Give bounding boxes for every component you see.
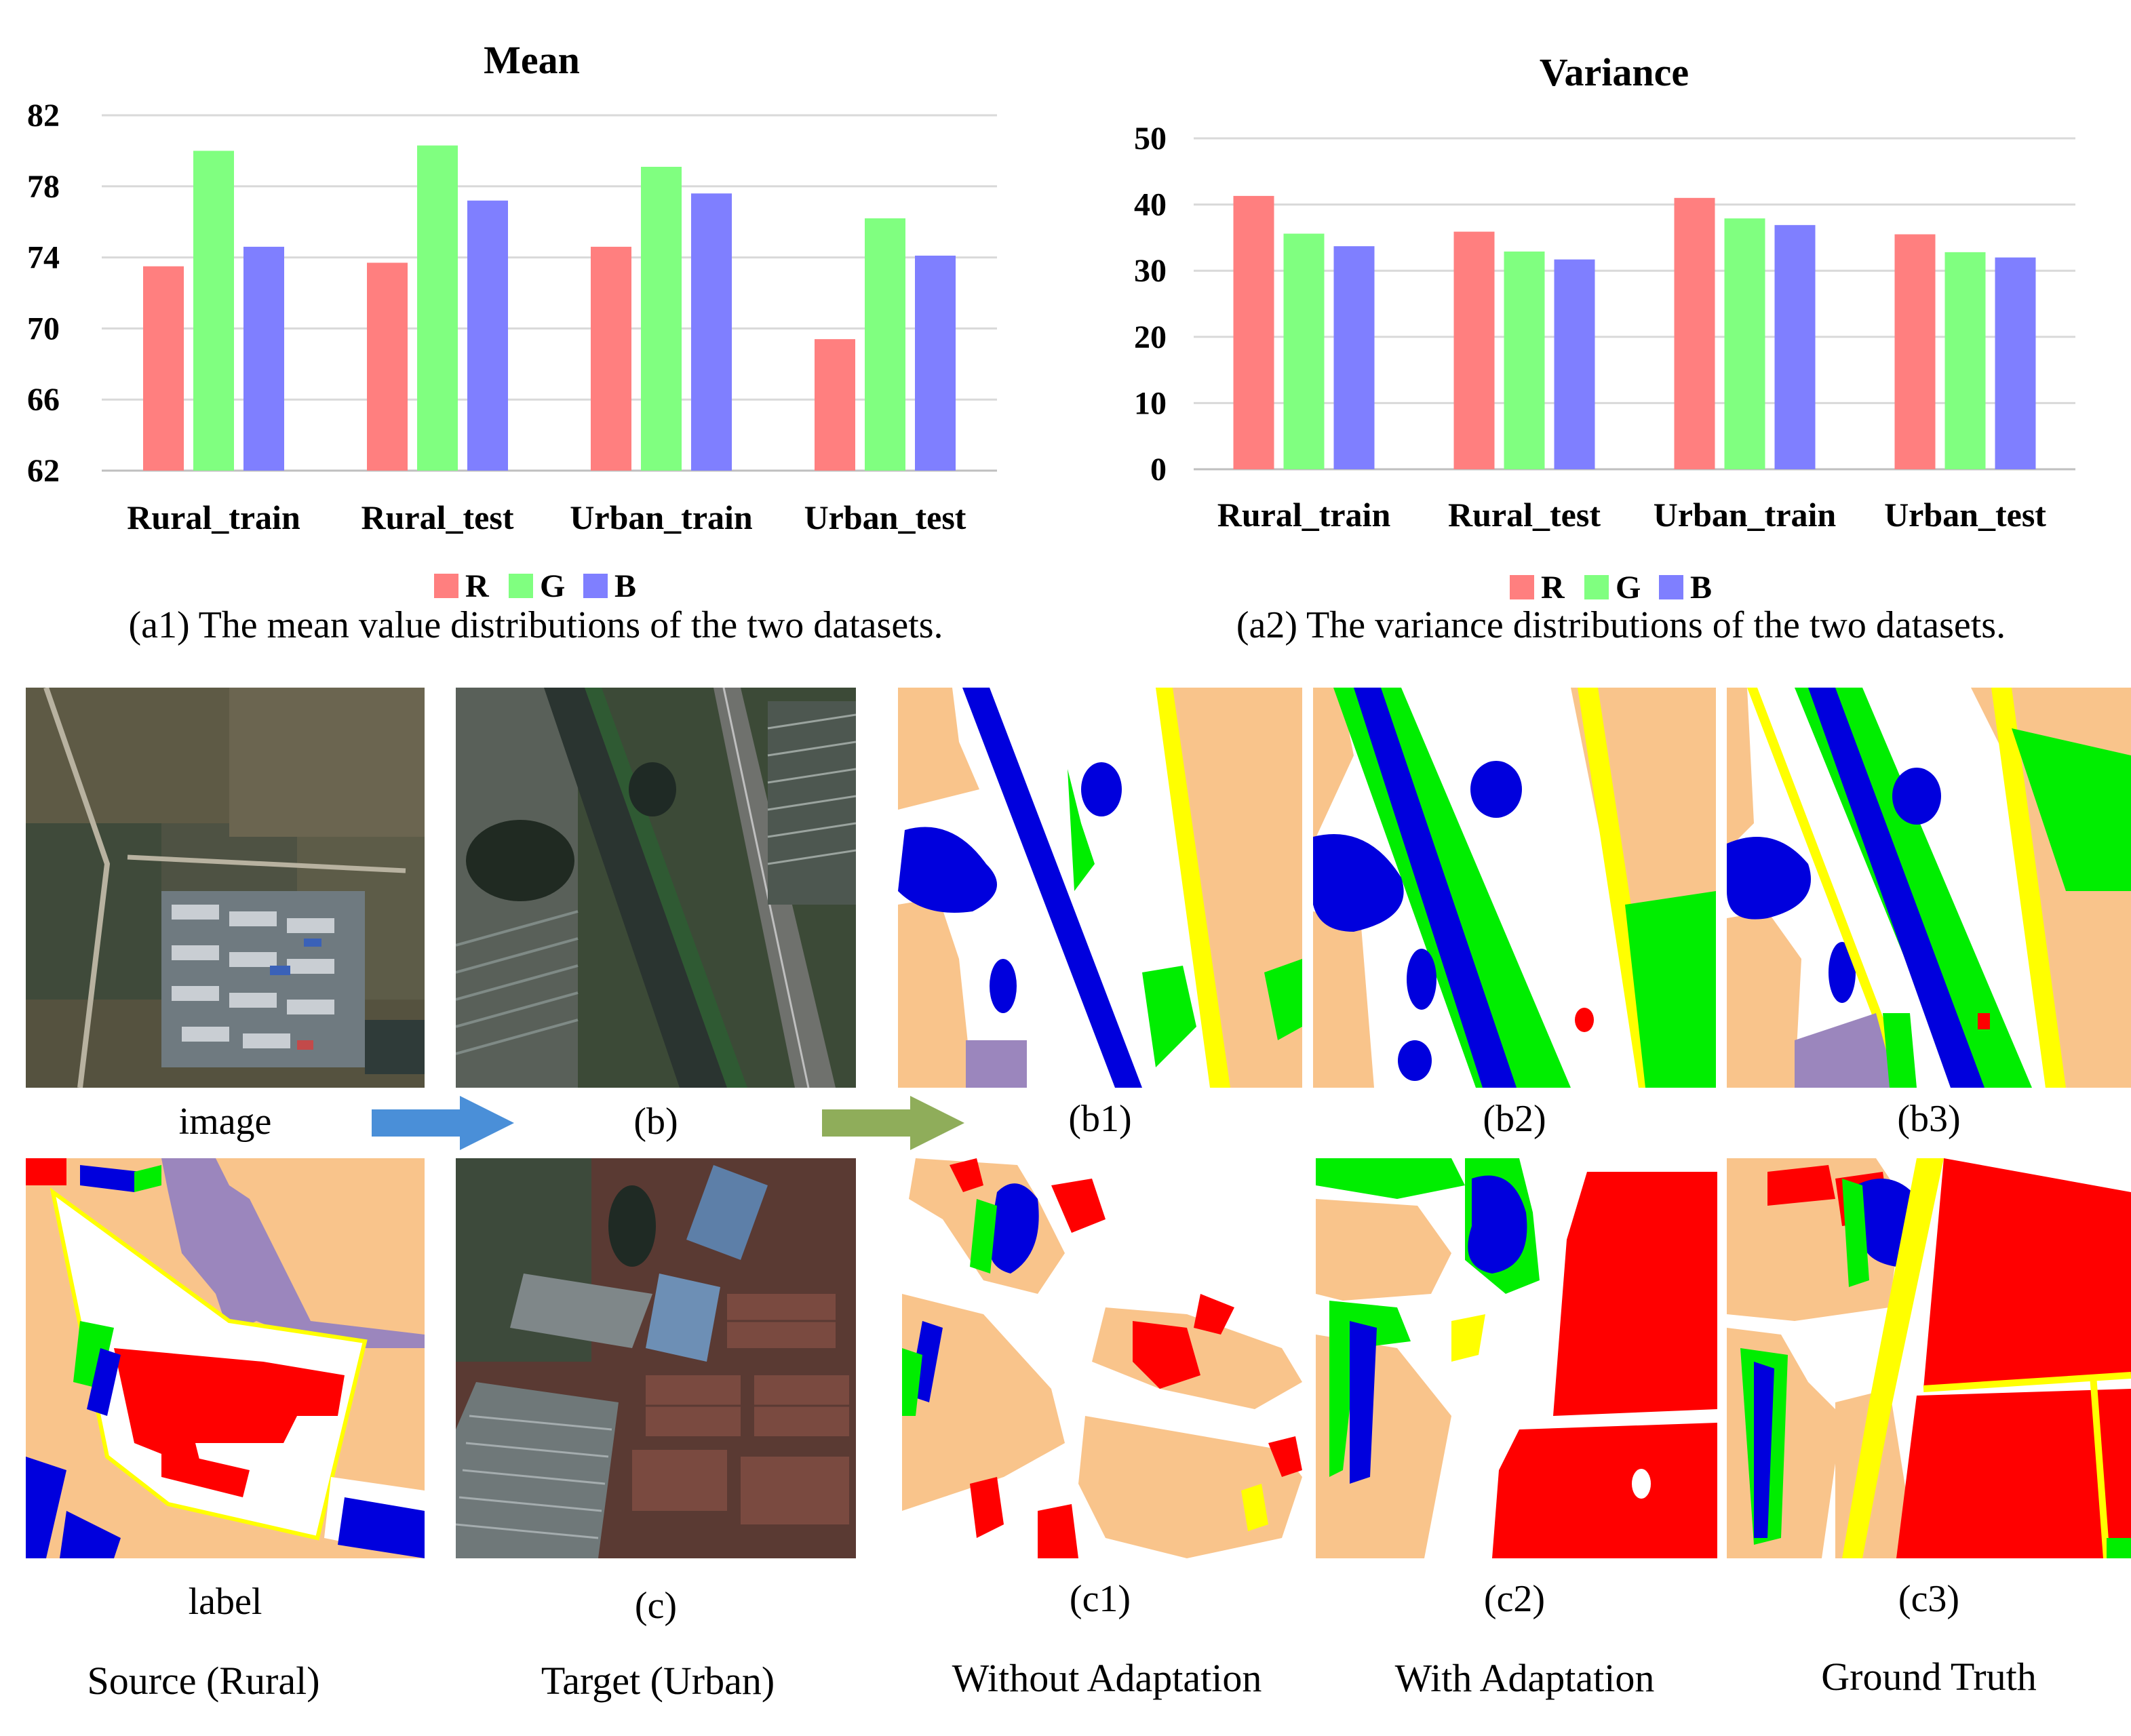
legend-label-R: R [465,568,490,604]
chart-caption: (a2) The variance distributions of the t… [1236,604,2006,646]
legend-label-G: G [1616,570,1641,606]
bar-G-Rural_train [1283,233,1325,469]
bar-R-Rural_train [1233,195,1274,469]
caption-c: (c) [634,1585,678,1627]
x-tick-label: Rural_train [127,498,300,536]
x-tick-label: Urban_test [804,498,966,536]
legend-swatch-G [509,574,533,598]
y-tick-label: 70 [27,311,60,347]
x-tick-label: Urban_test [1884,496,2046,534]
bar-R-Urban_test [815,339,855,471]
prediction-b1-tile [898,688,1302,1088]
bar-G-Urban_test [1944,252,1986,469]
caption-c3: (c3) [1898,1578,1960,1620]
bar-R-Rural_test [367,262,408,471]
y-tick-label: 62 [27,453,60,489]
legend-label-R: R [1541,570,1565,606]
bar-R-Urban_test [1894,234,1936,469]
arrow-right-icon [822,1096,964,1150]
source-image-tile [26,688,425,1088]
caption-b3: (b3) [1897,1098,1961,1140]
y-tick-label: 82 [27,98,60,134]
column-title-target: Target (Urban) [541,1659,775,1703]
bar-G-Rural_train [193,151,234,471]
legend-label-B: B [1690,570,1712,606]
bar-R-Urban_train [591,246,631,471]
target-image-c-tile [456,1158,856,1558]
y-tick-label: 30 [1134,253,1167,289]
legend-swatch-B [583,574,608,598]
ground-truth-b3-tile [1727,688,2131,1088]
arrow-green [822,1096,964,1150]
legend-swatch-R [434,574,458,598]
prediction-c2-tile [1316,1158,1717,1558]
chart-title: Mean [484,38,580,82]
y-tick-label: 66 [27,382,60,418]
bar-B-Urban_test [915,255,956,471]
caption-label: label [188,1581,262,1623]
caption-b: (b) [633,1101,678,1143]
caption-c2: (c2) [1483,1578,1546,1620]
x-tick-label: Rural_test [1448,496,1601,534]
caption-c1: (c1) [1069,1578,1131,1620]
caption-b1: (b1) [1068,1098,1132,1140]
y-tick-label: 50 [1134,121,1167,157]
bar-B-Urban_train [691,193,732,471]
x-tick-label: Rural_train [1217,496,1391,534]
y-tick-label: 74 [27,240,60,276]
ground-truth-c3-tile [1727,1158,2131,1558]
caption-image: image [178,1101,272,1143]
bar-R-Rural_train [143,266,184,471]
bar-G-Rural_test [417,145,458,471]
legend-swatch-G [1584,575,1609,599]
y-tick-label: 0 [1150,452,1167,488]
column-title-with: With Adaptation [1394,1656,1655,1700]
arrow-blue [372,1096,514,1150]
arrow-right-icon [372,1096,514,1150]
column-title-truth: Ground Truth [1821,1655,2037,1699]
legend-swatch-B [1659,575,1683,599]
prediction-c1-tile [902,1158,1302,1558]
y-tick-label: 78 [27,169,60,205]
y-tick-label: 20 [1134,319,1167,355]
prediction-b2-tile [1313,688,1716,1088]
caption-b2: (b2) [1483,1098,1546,1140]
bar-R-Rural_test [1453,231,1495,469]
target-image-b-tile [456,688,856,1088]
x-tick-label: Rural_test [361,498,514,536]
bar-B-Rural_train [1333,246,1375,469]
bar-G-Urban_train [641,166,682,471]
x-tick-label: Urban_train [570,498,753,536]
bar-G-Urban_test [865,218,905,471]
chart-title: Variance [1540,50,1689,94]
bar-B-Rural_test [467,200,508,471]
bar-B-Rural_test [1554,259,1595,469]
bar-G-Rural_test [1504,251,1545,469]
bar-B-Rural_train [243,246,284,471]
bar-B-Urban_train [1774,224,1816,469]
source-label-tile [26,1158,425,1558]
legend-label-G: G [540,568,565,604]
legend-label-B: B [614,568,636,604]
y-tick-label: 40 [1134,187,1167,223]
chart-caption: (a1) The mean value distributions of the… [128,604,943,646]
bar-R-Urban_train [1674,197,1715,469]
bar-G-Urban_train [1724,218,1765,469]
variance-chart: Variance 0 10 20 30 40 50 Rural_train Rural_test… [1134,50,2075,646]
mean-chart: Mean 62 66 70 74 78 82 Rural_train Rural_test Urb… [27,38,997,646]
legend-swatch-R [1510,575,1534,599]
x-tick-label: Urban_train [1654,496,1837,534]
column-title-without: Without Adaptation [952,1656,1262,1700]
y-tick-label: 10 [1134,385,1167,421]
bar-B-Urban_test [1995,257,2036,469]
column-title-source: Source (Rural) [87,1659,320,1703]
